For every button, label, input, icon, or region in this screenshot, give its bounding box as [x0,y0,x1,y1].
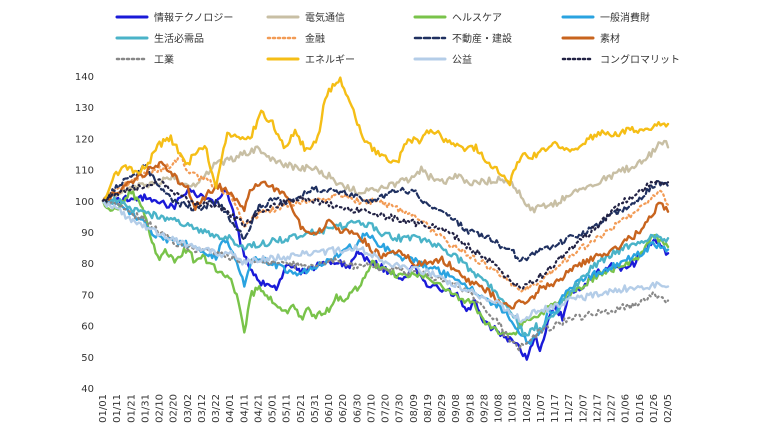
x-tick-label: 01/11 [112,394,123,423]
legend-label: 情報テクノロジー [154,11,233,24]
x-tick-label: 08/19 [423,394,434,423]
x-tick-label: 03/22 [211,394,222,423]
x-tick-label: 05/21 [296,394,307,423]
legend-label: 一般消費財 [600,11,650,24]
y-tick-label: 60 [81,322,94,333]
y-axis: 40 50 60 70 80 90 100 110 120 130 140 [75,72,94,395]
series-line [101,154,670,293]
y-tick-label: 90 [81,228,94,239]
x-tick-label: 10/28 [522,394,533,423]
y-tick-label: 110 [75,166,94,177]
x-axis: 01/01 01/11 01/21 01/31 02/10 02/20 03/02 03/12… [98,394,674,423]
legend-label: 素材 [600,32,620,45]
x-tick-label: 05/31 [310,394,321,423]
series-line [101,199,670,352]
x-tick-label: 02/10 [155,394,166,423]
x-tick-label: 01/01 [98,394,109,423]
x-tick-label: 04/01 [225,394,236,423]
x-tick-label: 01/31 [140,394,151,423]
x-tick-label: 11/17 [550,394,561,423]
x-tick-label: 01/21 [126,394,137,423]
x-tick-label: 04/21 [253,394,264,423]
x-tick-label: 01/06 [621,394,632,423]
x-tick-label: 07/10 [366,394,377,423]
plot-area [101,76,670,361]
x-tick-label: 04/11 [239,394,250,423]
legend-label: ヘルスケア [452,12,502,24]
x-tick-label: 07/30 [395,394,406,423]
legend-label: 金融 [305,32,325,45]
y-tick-label: 100 [75,197,94,208]
y-tick-label: 70 [81,290,94,301]
x-tick-label: 12/27 [607,394,618,423]
y-tick-label: 130 [75,103,94,114]
x-tick-label: 06/20 [338,394,349,423]
y-tick-label: 40 [81,384,94,395]
legend-label: 電気通信 [305,11,345,24]
x-tick-label: 07/20 [381,394,392,423]
series-line [101,178,670,290]
y-tick-label: 140 [75,72,94,83]
y-tick-label: 80 [81,259,94,270]
x-tick-label: 05/11 [282,394,293,423]
x-tick-label: 03/12 [197,394,208,423]
x-tick-label: 11/27 [564,394,575,423]
x-tick-label: 02/05 [663,394,674,423]
x-tick-label: 06/10 [324,394,335,423]
x-tick-label: 01/16 [635,394,646,423]
y-tick-label: 50 [81,353,94,364]
x-tick-label: 03/02 [183,394,194,423]
x-tick-label: 01/26 [649,394,660,423]
series-line [101,199,670,324]
legend-label: 公益 [452,53,472,66]
x-tick-label: 12/07 [578,394,589,423]
x-tick-label: 09/18 [465,394,476,423]
legend-label: エネルギー [305,54,355,66]
legend-label: 不動産・建設 [452,32,512,45]
series-line [101,196,670,337]
legend-label: 生活必需品 [154,32,204,45]
x-tick-label: 12/17 [592,394,603,423]
y-tick-label: 120 [75,134,94,145]
series-line [101,187,670,361]
series-line [101,198,670,346]
x-tick-label: 05/01 [268,394,279,423]
legend-label: 工業 [154,53,174,66]
x-tick-label: 02/20 [169,394,180,423]
x-tick-label: 06/30 [352,394,363,423]
x-tick-label: 10/18 [508,394,519,423]
x-tick-label: 09/28 [479,394,490,423]
series-line [101,76,670,203]
legend-label: コングロマリット [600,53,680,66]
x-tick-label: 09/08 [451,394,462,423]
x-tick-label: 08/29 [437,394,448,423]
x-tick-label: 08/09 [409,394,420,423]
x-tick-label: 11/07 [536,394,547,423]
x-tick-label: 10/08 [494,394,505,423]
series-line [101,139,670,214]
